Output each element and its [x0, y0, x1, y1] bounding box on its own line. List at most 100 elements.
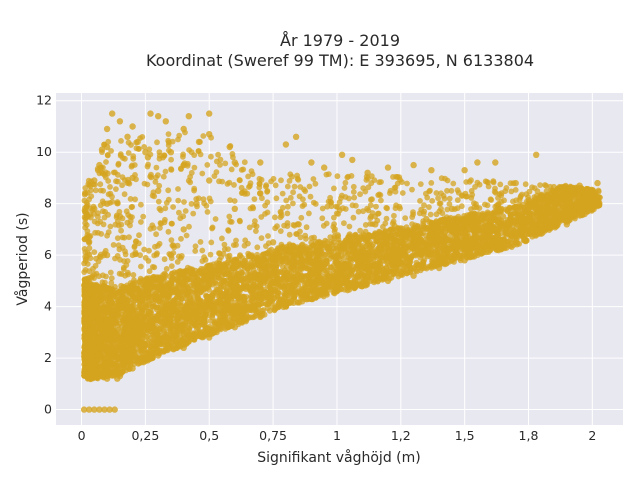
scatter-point — [357, 227, 363, 234]
scatter-point — [284, 223, 291, 230]
scatter-point — [139, 134, 146, 140]
scatter-point — [103, 159, 109, 165]
scatter-point — [116, 208, 123, 215]
scatter-point — [346, 223, 353, 230]
scatter-point — [503, 185, 510, 191]
scatter-point — [230, 242, 237, 249]
scatter-point — [83, 222, 90, 228]
scatter-point — [488, 197, 495, 203]
scatter-point — [204, 209, 211, 215]
scatter-point — [327, 234, 334, 241]
scatter-point — [104, 152, 111, 158]
scatter-point — [290, 189, 296, 196]
scatter-point — [230, 154, 236, 161]
scatter-point — [387, 187, 394, 194]
scatter-point — [472, 184, 478, 190]
scatter-point — [238, 184, 245, 191]
scatter-point — [192, 321, 199, 327]
scatter-point — [376, 179, 383, 186]
scatter-point — [140, 213, 147, 220]
scatter-point — [454, 187, 461, 194]
scatter-point — [362, 222, 369, 228]
scatter-point — [165, 228, 172, 235]
scatter-point — [226, 252, 233, 259]
scatter-point — [200, 196, 207, 203]
scatter-point — [537, 182, 543, 189]
scatter-point — [383, 215, 390, 222]
scatter-point — [219, 235, 225, 242]
scatter-point — [90, 265, 96, 272]
scatter-point — [277, 228, 284, 235]
scatter-point — [188, 169, 195, 176]
scatter-point — [299, 203, 306, 210]
scatter-point — [175, 136, 181, 143]
scatter-point — [186, 223, 192, 230]
scatter-point — [382, 220, 389, 227]
scatter-point — [208, 153, 214, 160]
scatter-point — [207, 251, 214, 258]
scatter-point — [91, 249, 98, 256]
scatter-point — [121, 191, 128, 198]
scatter-point — [310, 199, 317, 206]
scatter-point — [153, 231, 160, 238]
scatter-point — [170, 204, 177, 210]
scatter-point — [254, 244, 261, 251]
scatter-point — [213, 158, 220, 165]
scatter-point — [174, 259, 181, 265]
scatter-point — [118, 138, 124, 144]
scatter-point — [399, 190, 406, 196]
scatter-point — [169, 220, 175, 227]
scatter-point — [286, 231, 293, 238]
scatter-point — [293, 231, 299, 237]
scatter-point — [114, 178, 121, 185]
scatter-point — [138, 263, 144, 270]
scatter-point — [417, 198, 423, 204]
scatter-point — [543, 182, 549, 189]
scatter-point — [154, 139, 160, 146]
scatter-point — [128, 204, 135, 211]
scatter-point — [265, 233, 271, 239]
scatter-point — [284, 183, 291, 190]
scatter-point — [417, 181, 424, 188]
scatter-point — [222, 160, 229, 167]
scatter-point — [463, 179, 470, 185]
scatter-point — [348, 173, 355, 179]
scatter-point — [85, 177, 92, 184]
scatter-point — [357, 191, 363, 198]
scatter-point — [264, 188, 270, 195]
scatter-point — [312, 180, 319, 187]
scatter-point — [332, 226, 338, 233]
scatter-point — [324, 203, 331, 210]
scatter-point — [146, 268, 153, 275]
scatter-point — [251, 196, 258, 203]
scatter-point — [113, 186, 119, 193]
scatter-point — [277, 214, 284, 221]
scatter-point — [153, 164, 160, 171]
scatter-point — [279, 190, 286, 197]
scatter-point — [272, 214, 278, 221]
data-points — [80, 110, 603, 413]
scatter-point — [192, 248, 199, 254]
scatter-point — [330, 239, 337, 246]
scatter-point — [163, 266, 170, 272]
scatter-point — [522, 181, 529, 188]
scatter-point — [158, 220, 165, 227]
scatter-point — [156, 155, 163, 162]
scatter-point — [114, 171, 121, 178]
scatter-point — [86, 245, 93, 252]
scatter-point — [367, 215, 374, 222]
scatter-point — [247, 183, 253, 189]
scatter-point — [476, 181, 483, 188]
scatter-point — [110, 242, 117, 248]
scatter-point — [368, 180, 375, 187]
scatter-point — [138, 219, 144, 225]
scatter-point — [448, 187, 455, 194]
scatter-point — [227, 218, 234, 225]
scatter-point — [197, 239, 204, 245]
scatter-point — [286, 178, 293, 184]
scatter-point — [207, 198, 214, 205]
scatter-point — [410, 209, 416, 216]
scatter-point — [107, 269, 114, 276]
scatter-point — [175, 186, 181, 192]
